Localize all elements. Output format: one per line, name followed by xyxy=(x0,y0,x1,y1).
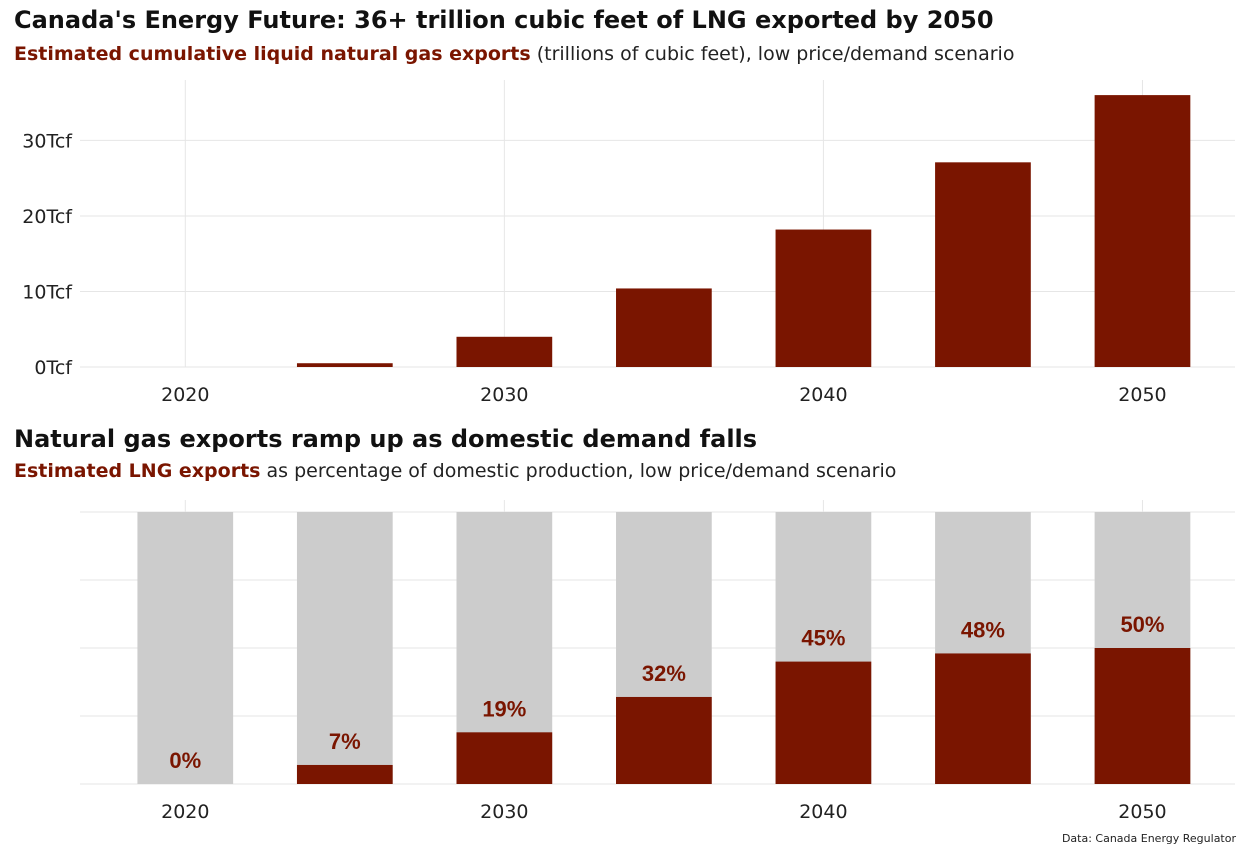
x-tick-label: 2020 xyxy=(161,801,209,823)
bar xyxy=(935,653,1031,784)
bar xyxy=(616,696,712,784)
x-tick-label: 2050 xyxy=(1118,801,1166,823)
x-tick-label: 2040 xyxy=(799,801,847,823)
bar xyxy=(775,661,872,784)
bar-value-label: 48% xyxy=(961,617,1005,642)
bar-value-label: 45% xyxy=(801,626,845,651)
cumulative-exports-chart: 2020 2030 2040 2050 0Tcf 10Tcf 20Tcf 30Tcf xyxy=(22,80,1235,406)
x-tick-label: 2050 xyxy=(1118,384,1166,406)
bar-value-label: 32% xyxy=(642,661,686,686)
bar xyxy=(1094,648,1191,784)
export-share-chart: 0% 7% 19% 32% 45% 48% 50% 2020 2030 2040 2050 xyxy=(80,500,1235,823)
bar xyxy=(616,288,712,367)
bar-value-label: 7% xyxy=(329,729,361,754)
bar xyxy=(296,764,393,784)
x-tick-label: 2020 xyxy=(161,384,209,406)
bar-value-label: 19% xyxy=(482,696,526,721)
bar-value-label: 50% xyxy=(1120,612,1164,637)
bar-value-label: 0% xyxy=(169,748,201,773)
chart2-title: Natural gas exports ramp up as domestic … xyxy=(14,425,758,453)
chart1-subtitle-rest: (trillions of cubic feet), low price/dem… xyxy=(530,43,1015,65)
chart2-subtitle-highlight: Estimated LNG exports xyxy=(14,460,261,482)
chart1-title: Canada's Energy Future: 36+ trillion cub… xyxy=(14,6,994,34)
y-tick-label: 10Tcf xyxy=(22,281,73,303)
chart2-subtitle: Estimated LNG exports as percentage of d… xyxy=(14,460,896,482)
bar xyxy=(456,732,553,784)
x-tick-label: 2030 xyxy=(480,801,528,823)
y-tick-label: 30Tcf xyxy=(22,130,73,152)
chart2-subtitle-rest: as percentage of domestic production, lo… xyxy=(260,460,897,482)
bar-background xyxy=(296,512,393,784)
y-tick-label: 20Tcf xyxy=(22,206,73,228)
x-tick-label: 2040 xyxy=(799,384,847,406)
bar xyxy=(296,363,393,367)
bar xyxy=(775,229,872,367)
source-note: Data: Canada Energy Regulator xyxy=(1061,832,1236,845)
bar-background xyxy=(137,512,234,784)
chart1-subtitle: Estimated cumulative liquid natural gas … xyxy=(14,43,1014,65)
bar xyxy=(456,336,553,367)
x-tick-label: 2030 xyxy=(480,384,528,406)
chart1-subtitle-highlight: Estimated cumulative liquid natural gas … xyxy=(14,43,531,65)
y-tick-label: 0Tcf xyxy=(34,357,73,379)
bar xyxy=(1094,95,1191,368)
bar xyxy=(935,162,1031,367)
